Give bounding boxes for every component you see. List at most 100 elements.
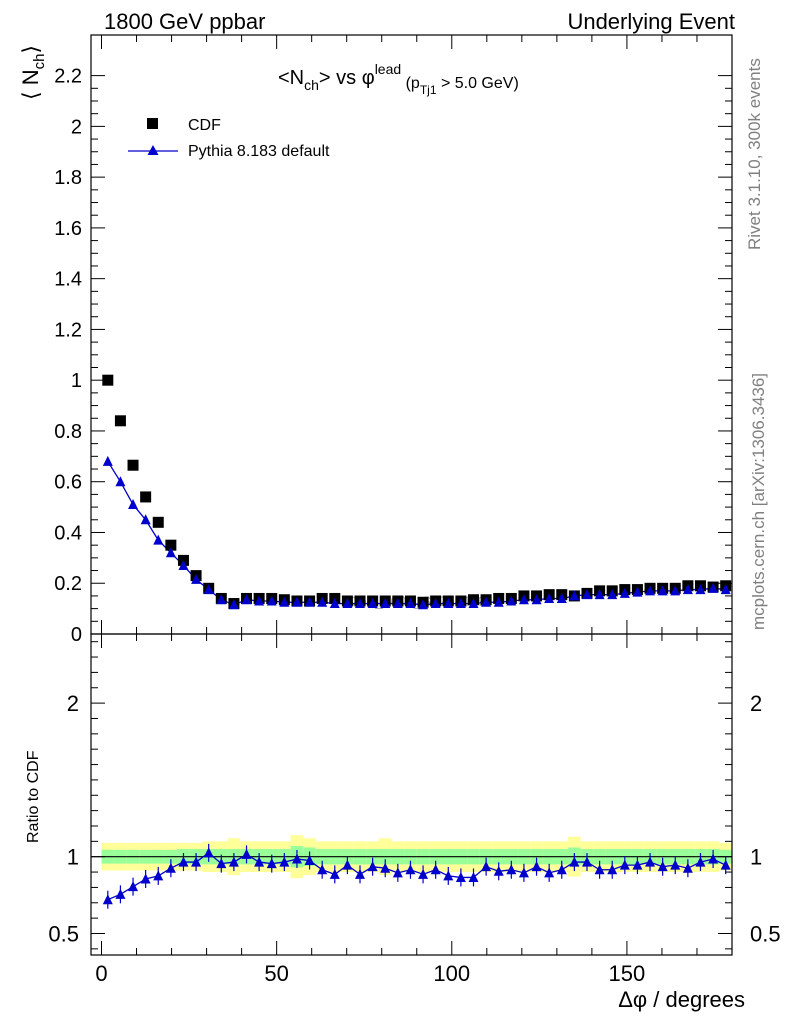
legend-pythia-label: Pythia 8.183 default [188,143,330,160]
ratio-data-point [682,862,693,873]
cdf-data-point [102,374,114,386]
pythia-data-point [645,585,656,596]
ratio-data-point [304,855,315,866]
pythia-data-point [102,455,113,466]
pythia-data-point [619,587,630,598]
pythia-data-point [241,594,252,605]
pythia-data-point [544,592,555,603]
ratio-data-point [556,864,567,875]
pythia-data-point [418,599,429,610]
main-y-tick-label: 2.2 [54,66,82,88]
pythia-data-point [443,598,454,609]
main-y-tick-label: 0.8 [54,421,82,443]
main-y-tick-label: 1.6 [54,218,82,240]
title-mid: > vs φ [319,67,375,89]
ratio-data-point [102,894,113,905]
pythia-data-point [518,594,529,605]
main-y-tick-label: 1.8 [54,167,82,189]
ratio-data-point [392,867,403,878]
pythia-data-point [203,584,214,595]
ratio-data-point [569,856,580,867]
main-data-layer [102,374,732,610]
cdf-data-point [127,459,139,471]
ratio-data-point [468,871,479,882]
pythia-data-point [228,599,239,610]
ylabel-sub: ch [31,54,48,70]
ratio-data-point [140,873,151,884]
pythia-data-point [291,596,302,607]
ratio-plot-frame [90,633,733,956]
ratio-data-point [708,853,719,864]
rivet-version-label: Rivet 3.1.10, 300k events [745,58,764,250]
ratio-data-point [632,859,643,870]
cdf-data-point [165,539,177,551]
ratio-data-point [178,856,189,867]
pythia-data-point [720,584,731,595]
x-tick-label: 50 [264,961,288,986]
header-process-label: Underlying Event [567,9,735,34]
main-y-tick-label: 1.2 [54,319,82,341]
main-y-tick-label: 0.2 [54,573,82,595]
x-axis-label: Δφ / degrees [618,987,745,1012]
ratio-data-point [355,868,366,879]
pythia-data-point [670,585,681,596]
main-y-tick-label: 0 [71,624,82,646]
pythia-data-point [531,594,542,605]
ratio-data-point [518,867,529,878]
ratio-data-point [405,864,416,875]
ratio-data-point [153,870,164,881]
pythia-data-point [266,595,277,606]
ylabel-close: ⟩ [18,45,43,54]
ratio-data-point [506,864,517,875]
main-y-axis: 0 0.2 0.4 0.6 0.8 1 1.2 1.4 1.6 1.8 2 2.2 [54,35,732,646]
main-plot-panel: CDF_2001_S4751469 00.20.40.60.811.21.41.… [18,34,733,646]
pythia-data-point [165,547,176,558]
ratio-y-tick-label: 2 [67,691,79,716]
ratio-data-point [367,861,378,872]
ratio-data-point [380,862,391,873]
pythia-data-point [153,534,164,545]
cdf-data-point [114,415,126,427]
ratio-data-point [493,865,504,876]
ratio-data-point [481,861,492,872]
ratio-y-tick-label-right: 1 [750,845,762,870]
ratio-data-point [594,864,605,875]
ratio-data-point [203,847,214,858]
pythia-data-point [657,585,668,596]
pythia-data-point [556,592,567,603]
ratio-data-point [455,871,466,882]
pythia-data-point [254,595,265,606]
ratio-data-point [695,856,706,867]
ratio-data-point [607,864,618,875]
pythia-data-point [392,598,403,609]
pythia-data-point [506,595,517,606]
ratio-data-point [216,858,227,869]
pythia-data-point [304,596,315,607]
ratio-data-point [581,856,592,867]
pythia-data-point [216,594,227,605]
x-tick-label: 150 [609,961,646,986]
ratio-data-layer [102,843,731,909]
pythia-data-point [355,598,366,609]
pythia-data-point [481,596,492,607]
ratio-data-point [128,881,139,892]
ratio-data-point [657,861,668,872]
main-y-axis-label: ⟨ Nch⟩ [18,45,48,100]
ratio-data-point [279,856,290,867]
ratio-plot-panel: 0.5 0.5 1 1 2 2 0 50 100 150 Ratio to CDF Δφ / de… [25,633,781,1012]
pythia-data-point [632,586,643,597]
pythia-data-point [342,598,353,609]
ratio-data-point [342,859,353,870]
pythia-data-point [115,476,126,487]
mcplots-reference-label: mcplots.cern.ch [arXiv:1306.3436] [749,373,768,630]
pythia-data-point [695,584,706,595]
main-y-tick-label: 1.4 [54,269,82,291]
pythia-data-point [317,596,328,607]
pythia-data-point [367,598,378,609]
pythia-data-point [279,596,290,607]
pythia-data-point [493,596,504,607]
legend-cdf-marker [147,118,158,129]
ratio-data-point [619,859,630,870]
ratio-data-point [418,868,429,879]
plot-title: <Nch> vs φlead (pTj1 > 5.0 GeV) [278,61,519,97]
